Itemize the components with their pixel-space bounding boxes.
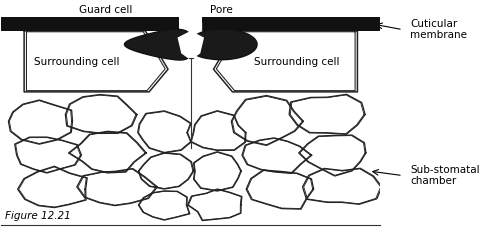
Wedge shape [189, 23, 202, 38]
Text: Surrounding cell: Surrounding cell [253, 57, 339, 68]
Polygon shape [124, 29, 192, 60]
Bar [1, 17, 379, 31]
Polygon shape [189, 29, 256, 60]
Text: Surrounding cell: Surrounding cell [35, 57, 120, 68]
Text: Cuticular
membrane: Cuticular membrane [409, 19, 467, 41]
Text: Figure 12.21: Figure 12.21 [5, 211, 71, 221]
Polygon shape [177, 31, 204, 60]
Text: Pore: Pore [194, 5, 232, 27]
Text: Guard cell: Guard cell [79, 5, 164, 29]
Text: Sub-stomatal
chamber: Sub-stomatal chamber [409, 165, 479, 186]
Wedge shape [179, 23, 192, 38]
Bar [179, 15, 202, 33]
